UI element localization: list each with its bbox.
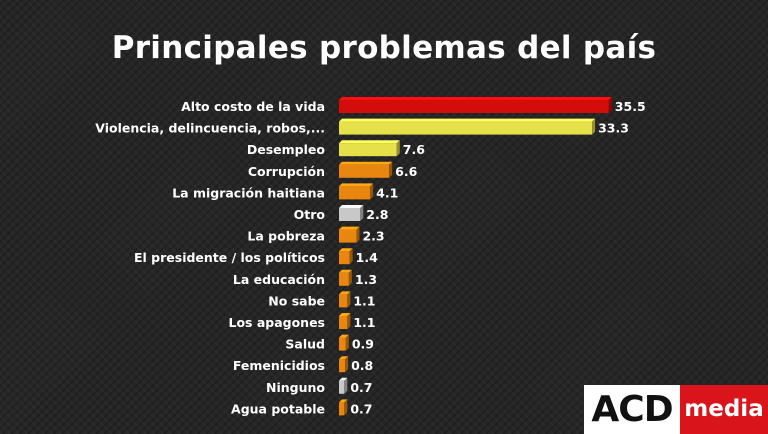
- bar-group: Otro 2.8: [294, 205, 388, 222]
- category-label: Otro: [294, 207, 326, 222]
- value-label: 2.8: [366, 207, 388, 222]
- category-label: Alto costo de la vida: [181, 99, 325, 114]
- value-label: 0.7: [350, 380, 372, 395]
- bar: [339, 294, 348, 308]
- category-label: No sabe: [268, 293, 325, 308]
- bar: [339, 164, 390, 178]
- bar-group: Los apagones 1.1: [228, 313, 376, 330]
- bar-side-face: [396, 140, 400, 157]
- logo-media-text: media: [680, 385, 768, 434]
- bar: [339, 121, 593, 135]
- bar: [339, 143, 397, 157]
- bar-group: Femenicidios 0.8: [233, 356, 373, 373]
- bar: [339, 186, 371, 200]
- value-label: 33.3: [598, 121, 629, 136]
- bar-top-face: [339, 291, 351, 295]
- bar-side-face: [347, 313, 351, 329]
- bar: [339, 251, 350, 265]
- bar: [339, 272, 349, 286]
- bar: [339, 402, 345, 416]
- category-label: Desempleo: [247, 142, 326, 157]
- bar-group: El presidente / los políticos 1.4: [134, 248, 378, 265]
- category-label: Violencia, delincuencia, robos,...: [95, 121, 325, 136]
- bar: [339, 337, 346, 351]
- bar-top-face: [339, 161, 393, 165]
- bar-group: Agua potable 0.7: [231, 399, 372, 416]
- category-label: Salud: [285, 337, 325, 352]
- bar-side-face: [592, 118, 596, 135]
- chart-title: Principales problemas del país: [111, 30, 657, 66]
- bar-side-face: [360, 205, 364, 221]
- category-label: La migración haitiana: [172, 185, 325, 200]
- bar-side-face: [349, 248, 353, 265]
- value-label: 0.9: [352, 337, 374, 352]
- category-label: El presidente / los políticos: [134, 250, 325, 265]
- bar-side-face: [344, 377, 348, 394]
- category-label: Femenicidios: [233, 358, 325, 373]
- bar-top-face: [339, 248, 353, 252]
- bar-top-face: [339, 140, 400, 144]
- bar-top-face: [339, 183, 374, 187]
- value-label: 1.1: [353, 293, 375, 308]
- bar-group: Ninguno 0.7: [266, 377, 372, 395]
- category-label: Corrupción: [248, 164, 325, 179]
- value-label: 4.1: [376, 185, 398, 200]
- bar-side-face: [345, 334, 349, 351]
- bar-side-face: [344, 399, 348, 416]
- bar-group: Salud 0.9: [285, 334, 374, 352]
- bar-group: No sabe 1.1: [268, 291, 376, 308]
- bar-side-face: [608, 97, 612, 113]
- value-label: 1.3: [355, 272, 377, 287]
- bar-side-face: [348, 269, 352, 286]
- category-label: Agua potable: [231, 401, 325, 416]
- bar: [339, 380, 345, 394]
- category-label: La pobreza: [247, 229, 325, 244]
- bar-top-face: [339, 226, 360, 230]
- value-label: 35.5: [615, 99, 646, 114]
- bar-top-face: [339, 356, 349, 360]
- value-label: 0.7: [350, 401, 372, 416]
- value-label: 2.3: [362, 229, 384, 244]
- acd-media-logo: ACD media: [584, 385, 768, 434]
- category-label: Ninguno: [266, 380, 325, 395]
- value-label: 1.4: [356, 250, 378, 265]
- category-label: La educación: [233, 272, 325, 287]
- bar-top-face: [339, 205, 364, 208]
- bar-top-face: [339, 334, 349, 338]
- bar-top-face: [339, 97, 612, 100]
- bar-side-face: [356, 226, 360, 243]
- bar-top-face: [339, 313, 351, 316]
- bar: [339, 208, 361, 221]
- value-label: 1.1: [353, 315, 375, 330]
- bar-group: Alto costo de la vida 35.5: [181, 97, 646, 114]
- bar-group: La pobreza 2.3: [247, 226, 385, 244]
- value-label: 6.6: [395, 164, 417, 179]
- bar-side-face: [345, 356, 349, 373]
- bar-group: Corrupción 6.6: [248, 161, 418, 179]
- bar-group: La migración haitiana 4.1: [172, 183, 398, 200]
- logo-acd-text: ACD: [584, 385, 680, 434]
- bar-group: Desempleo 7.6: [247, 140, 425, 157]
- bar-side-face: [389, 161, 393, 178]
- bar: [339, 316, 348, 329]
- bar-group: La educación 1.3: [233, 269, 377, 287]
- bar-side-face: [347, 291, 351, 308]
- value-label: 7.6: [403, 142, 425, 157]
- value-label: 0.8: [351, 358, 373, 373]
- bar: [339, 359, 346, 373]
- bar-top-face: [339, 377, 348, 381]
- bar-top-face: [339, 269, 352, 273]
- bar-top-face: [339, 399, 348, 403]
- bar: [339, 229, 357, 243]
- bar-top-face: [339, 118, 596, 122]
- bar-side-face: [370, 183, 374, 200]
- bar-group: Violencia, delincuencia, robos,... 33.3: [95, 118, 629, 136]
- category-label: Los apagones: [228, 315, 325, 330]
- bar: [339, 100, 609, 113]
